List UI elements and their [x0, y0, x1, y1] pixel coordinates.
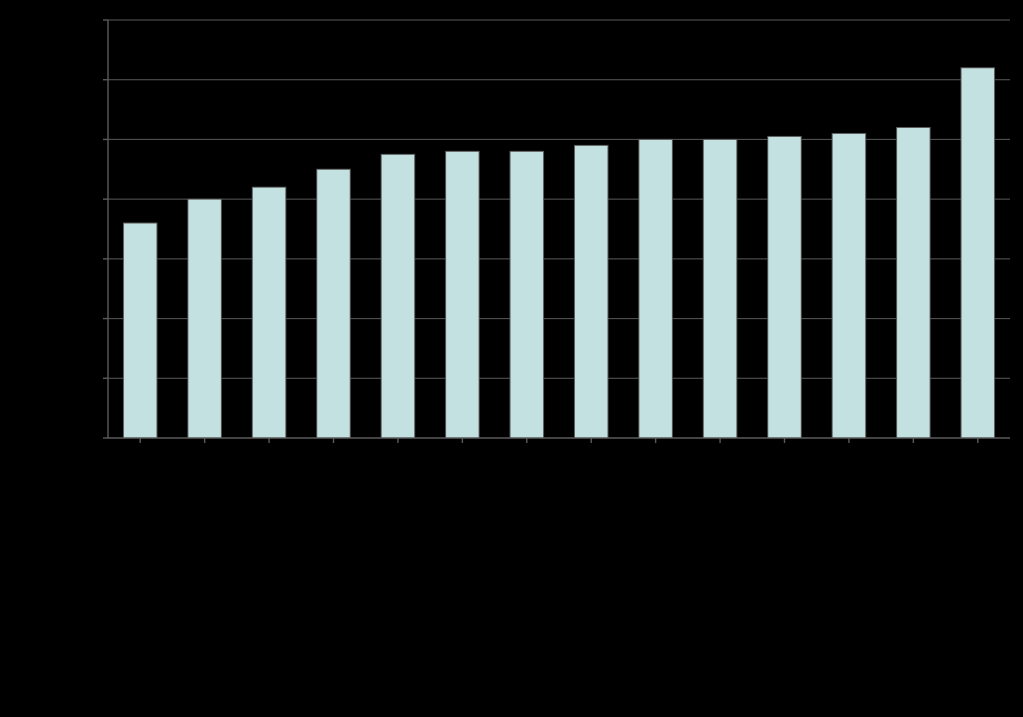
bar	[639, 139, 673, 438]
x-tick-label: Europe	[562, 448, 599, 485]
y-tick-label: 70	[85, 12, 99, 26]
y-tick-label: 40	[85, 191, 99, 205]
x-tick-label: North America	[794, 448, 858, 512]
y-tick-label: 60	[85, 72, 99, 86]
bar-chart: 0 10 20 30 40 50 60 70 South AsiaSouthern Africa…	[0, 0, 1023, 717]
chart-svg: 0 10 20 30 40 50 60 70 South AsiaSouthern Africa…	[0, 0, 1023, 717]
y-tick-label: 30	[85, 251, 99, 265]
bar	[574, 145, 608, 438]
bar	[703, 139, 737, 438]
y-axis-label: % of national documents with gender keyw…	[28, 82, 43, 376]
bar	[897, 127, 931, 438]
x-tick-label: East Asia	[232, 448, 278, 494]
bar	[961, 68, 995, 438]
bar	[381, 154, 415, 438]
y-tick-label: 10	[85, 370, 99, 384]
bar	[188, 199, 222, 438]
bar	[446, 151, 480, 438]
bar	[510, 151, 544, 438]
x-tick-label: Central Africa	[410, 448, 471, 509]
y-tick-label: 20	[85, 311, 99, 325]
bar	[252, 187, 286, 438]
bar	[317, 169, 351, 438]
bar	[123, 223, 157, 438]
x-tick-label: Oceania	[945, 448, 987, 490]
y-tick-label: 0	[91, 430, 98, 444]
x-tick-label: Andes	[759, 448, 793, 482]
x-tick-label: Southeast Asia	[340, 448, 407, 515]
x-tick-label: South Asia	[98, 448, 149, 499]
x-tick-label: West Africa	[482, 448, 535, 501]
bar	[832, 133, 866, 438]
x-tick-label: Mesoamerica and Caribbean	[610, 448, 729, 567]
bar	[768, 136, 802, 438]
x-tick-label: Southern Cone	[597, 448, 664, 515]
y-tick-label: 50	[85, 132, 99, 146]
x-tick-label: Southern Africa	[145, 448, 213, 516]
